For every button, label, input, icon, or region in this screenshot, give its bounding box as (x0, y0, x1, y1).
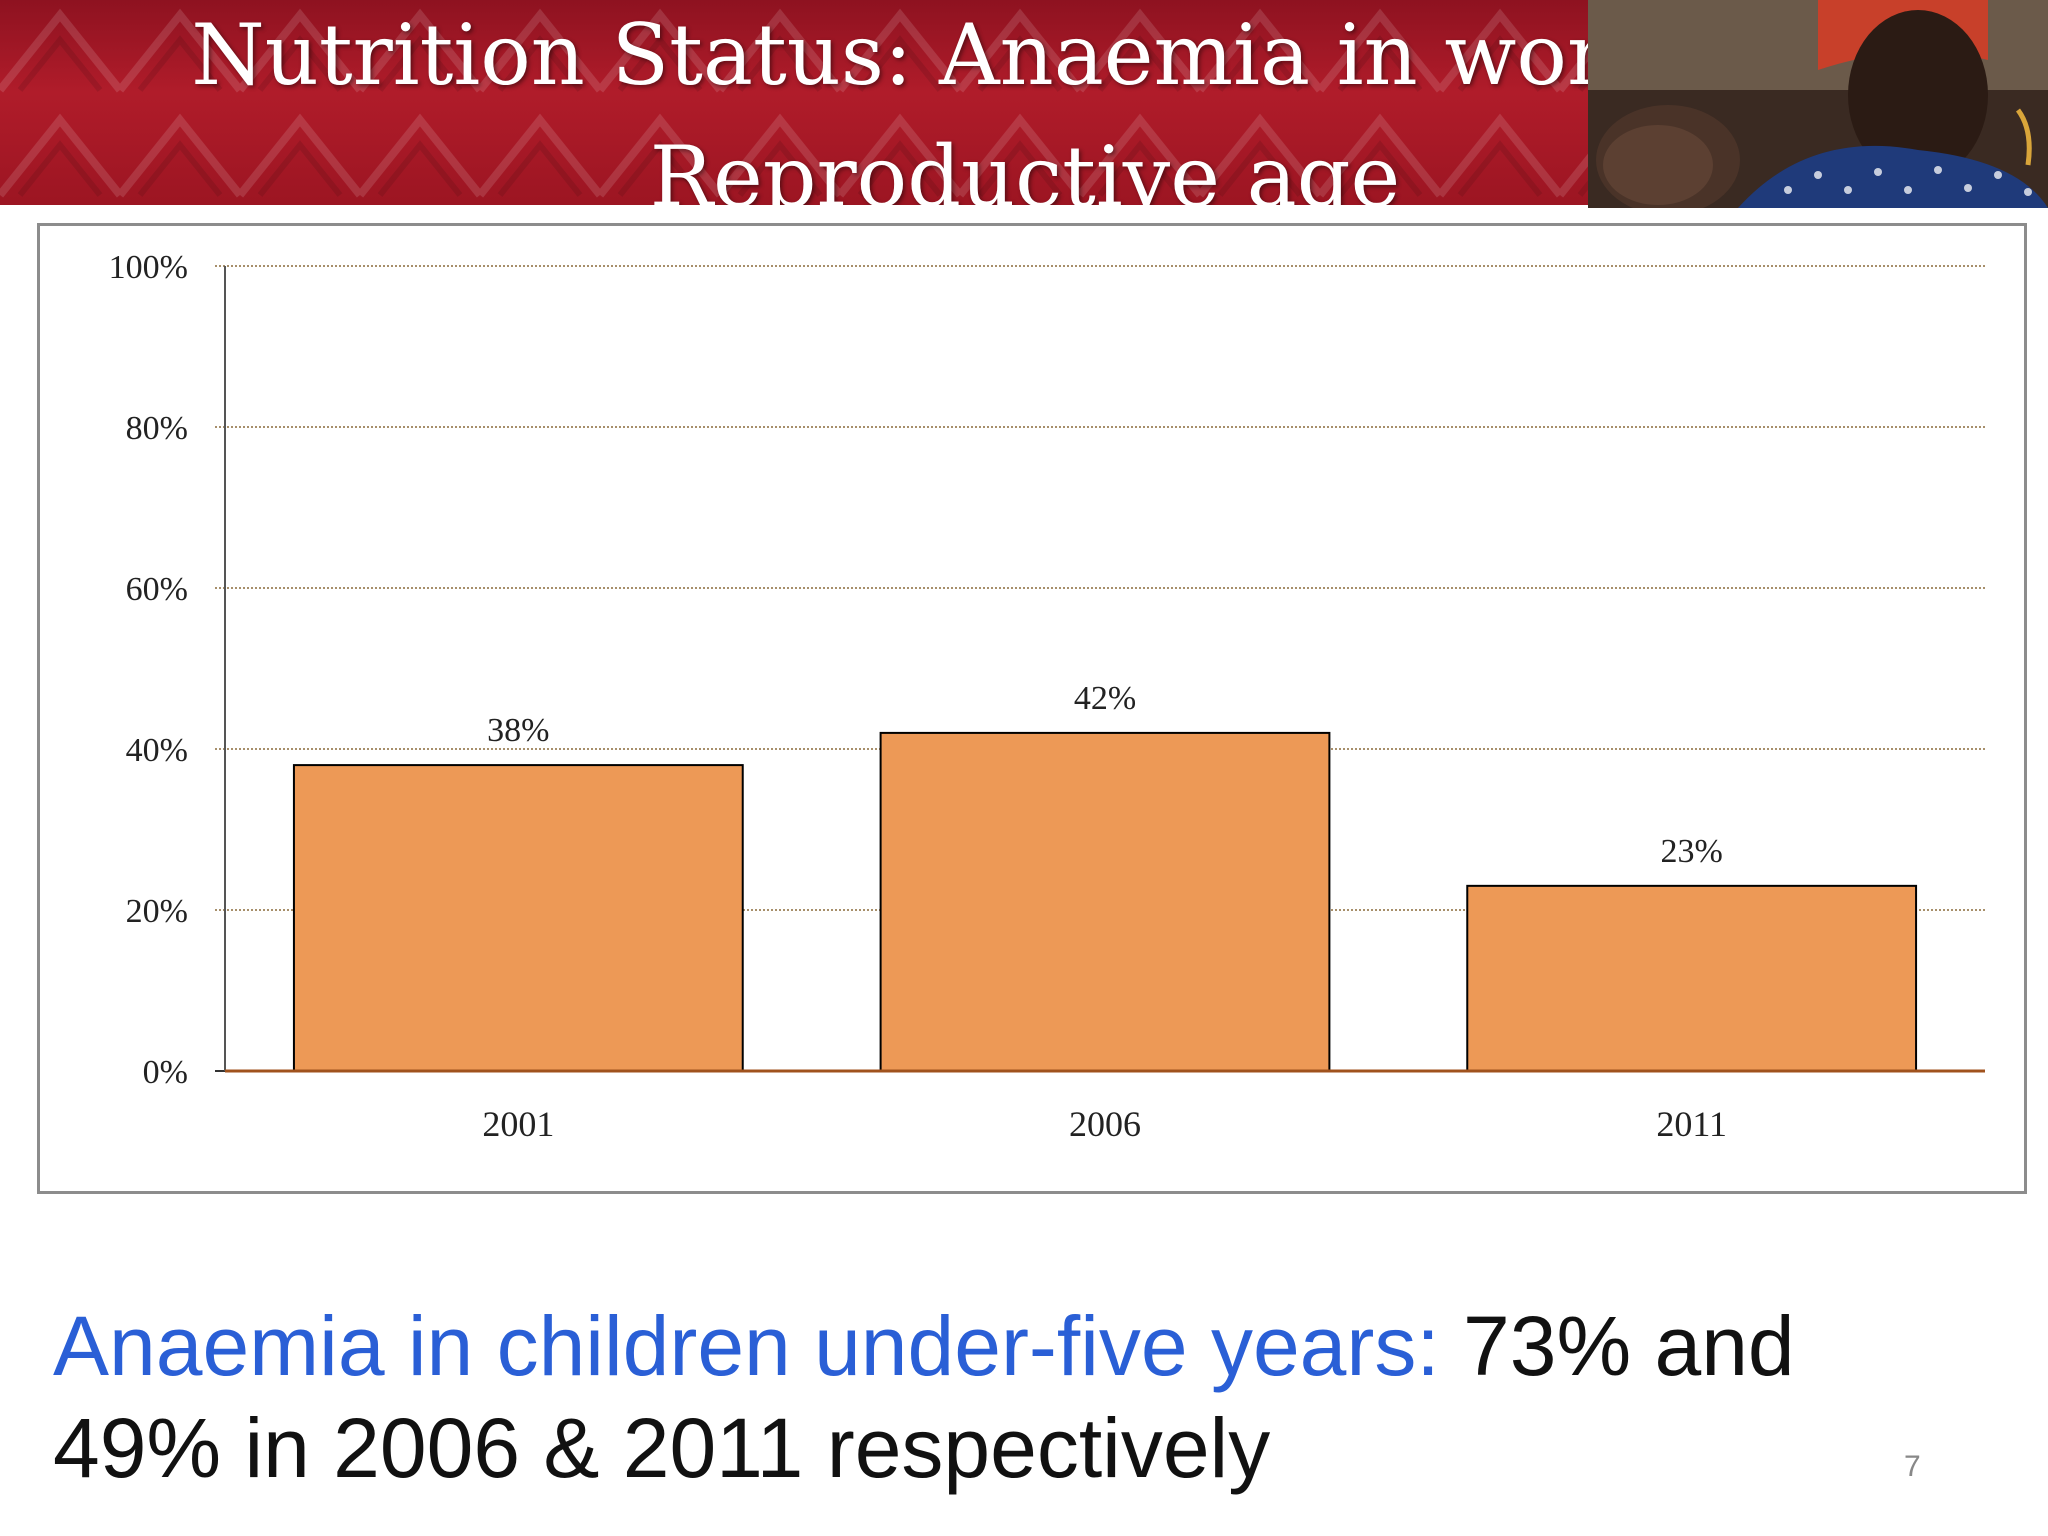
page-number: 7 (1904, 1450, 1921, 1483)
slide-title-line1: Nutrition Status: Anaemia in women of (191, 6, 1859, 104)
data-label: 42% (1074, 680, 1136, 717)
data-label: 23% (1661, 833, 1723, 870)
bar-chart: 0% 20% 40% 60% 80% 100% 38% 2001 42% 2006 23% 2011 (109, 249, 1985, 1144)
mother-child-photo (1588, 0, 2048, 208)
y-tick-label: 100% (109, 249, 188, 286)
x-tick-label: 2006 (1069, 1104, 1141, 1144)
footer-highlight-text: Anaemia in children under-five years: (53, 1299, 1440, 1393)
bar (879, 731, 1331, 1072)
y-tick-label: 0% (143, 1054, 188, 1091)
footer-statement-line2: 49% in 2006 & 2011 respectively (53, 1401, 1271, 1495)
data-label: 38% (487, 712, 549, 749)
y-tick-label: 40% (126, 732, 188, 769)
footer-statement-line1: Anaemia in children under-five years: 73… (53, 1296, 1795, 1396)
slide-title: Nutrition Status: Anaemia in women of Re… (100, 0, 1950, 205)
slide-title-line2: Reproductive age (649, 128, 1401, 205)
x-tick-label: 2011 (1656, 1104, 1727, 1144)
bar (1466, 884, 1918, 1072)
bar (292, 764, 744, 1072)
y-tick-label: 80% (126, 410, 188, 447)
y-tick-label: 60% (126, 571, 188, 608)
chart-frame: 0% 20% 40% 60% 80% 100% 38% 2001 42% 2006 23% 2011 (37, 223, 2027, 1194)
footer-values-text: 73% and (1439, 1299, 1795, 1393)
x-tick-label: 2001 (482, 1104, 554, 1144)
y-tick-label: 20% (126, 893, 188, 930)
